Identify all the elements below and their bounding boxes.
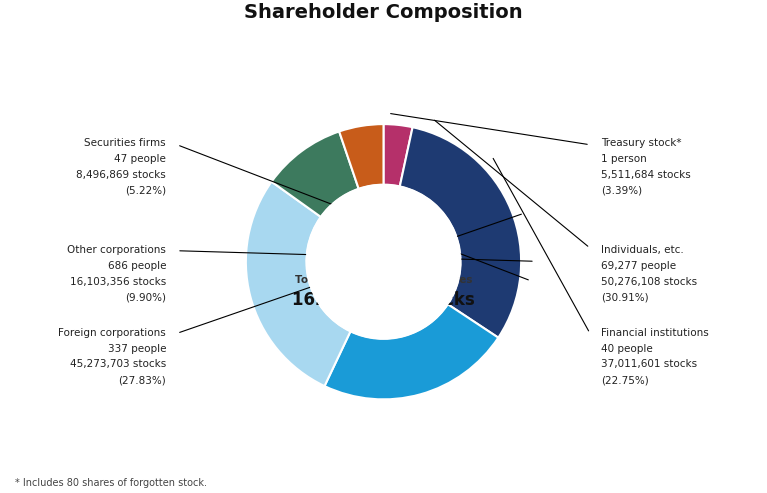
- Wedge shape: [272, 132, 359, 217]
- Text: Total number of issued shares: Total number of issued shares: [295, 275, 472, 284]
- Text: Treasury stock*: Treasury stock*: [601, 138, 681, 148]
- Text: Individuals, etc.: Individuals, etc.: [601, 245, 683, 255]
- Wedge shape: [246, 182, 351, 386]
- Text: (27.83%): (27.83%): [118, 375, 166, 386]
- Text: 16,103,356 stocks: 16,103,356 stocks: [70, 277, 166, 287]
- Text: Securities firms: Securities firms: [84, 138, 166, 148]
- Text: Foreign corporations: Foreign corporations: [58, 328, 166, 338]
- Text: 1 person: 1 person: [601, 154, 647, 164]
- Text: 5,511,684 stocks: 5,511,684 stocks: [601, 170, 691, 179]
- Text: 70,388 people: 70,388 people: [317, 247, 450, 265]
- Title: Shareholder Composition: Shareholder Composition: [244, 3, 523, 22]
- Wedge shape: [400, 127, 521, 338]
- Text: 686 people: 686 people: [107, 261, 166, 271]
- Text: 45,273,703 stocks: 45,273,703 stocks: [70, 359, 166, 369]
- Wedge shape: [324, 304, 499, 399]
- Text: 37,011,601 stocks: 37,011,601 stocks: [601, 359, 697, 369]
- Wedge shape: [339, 124, 384, 189]
- Text: 337 people: 337 people: [107, 344, 166, 353]
- Text: Other corporations: Other corporations: [67, 245, 166, 255]
- Text: * Includes 80 shares of forgotten stock.: * Includes 80 shares of forgotten stock.: [15, 478, 207, 488]
- Text: Financial institutions: Financial institutions: [601, 328, 709, 338]
- Wedge shape: [384, 124, 413, 186]
- Circle shape: [307, 185, 460, 339]
- Text: 47 people: 47 people: [114, 154, 166, 164]
- Text: 8,496,869 stocks: 8,496,869 stocks: [76, 170, 166, 179]
- Text: (3.39%): (3.39%): [601, 185, 642, 195]
- Text: (5.22%): (5.22%): [125, 185, 166, 195]
- Text: Number of shareholders: Number of shareholders: [312, 232, 455, 242]
- Text: 40 people: 40 people: [601, 344, 653, 353]
- Text: 162,673,321 stocks: 162,673,321 stocks: [292, 291, 475, 309]
- Text: (9.90%): (9.90%): [125, 293, 166, 303]
- Text: (30.91%): (30.91%): [601, 293, 649, 303]
- Text: (22.75%): (22.75%): [601, 375, 649, 386]
- Text: 69,277 people: 69,277 people: [601, 261, 676, 271]
- Text: 50,276,108 stocks: 50,276,108 stocks: [601, 277, 697, 287]
